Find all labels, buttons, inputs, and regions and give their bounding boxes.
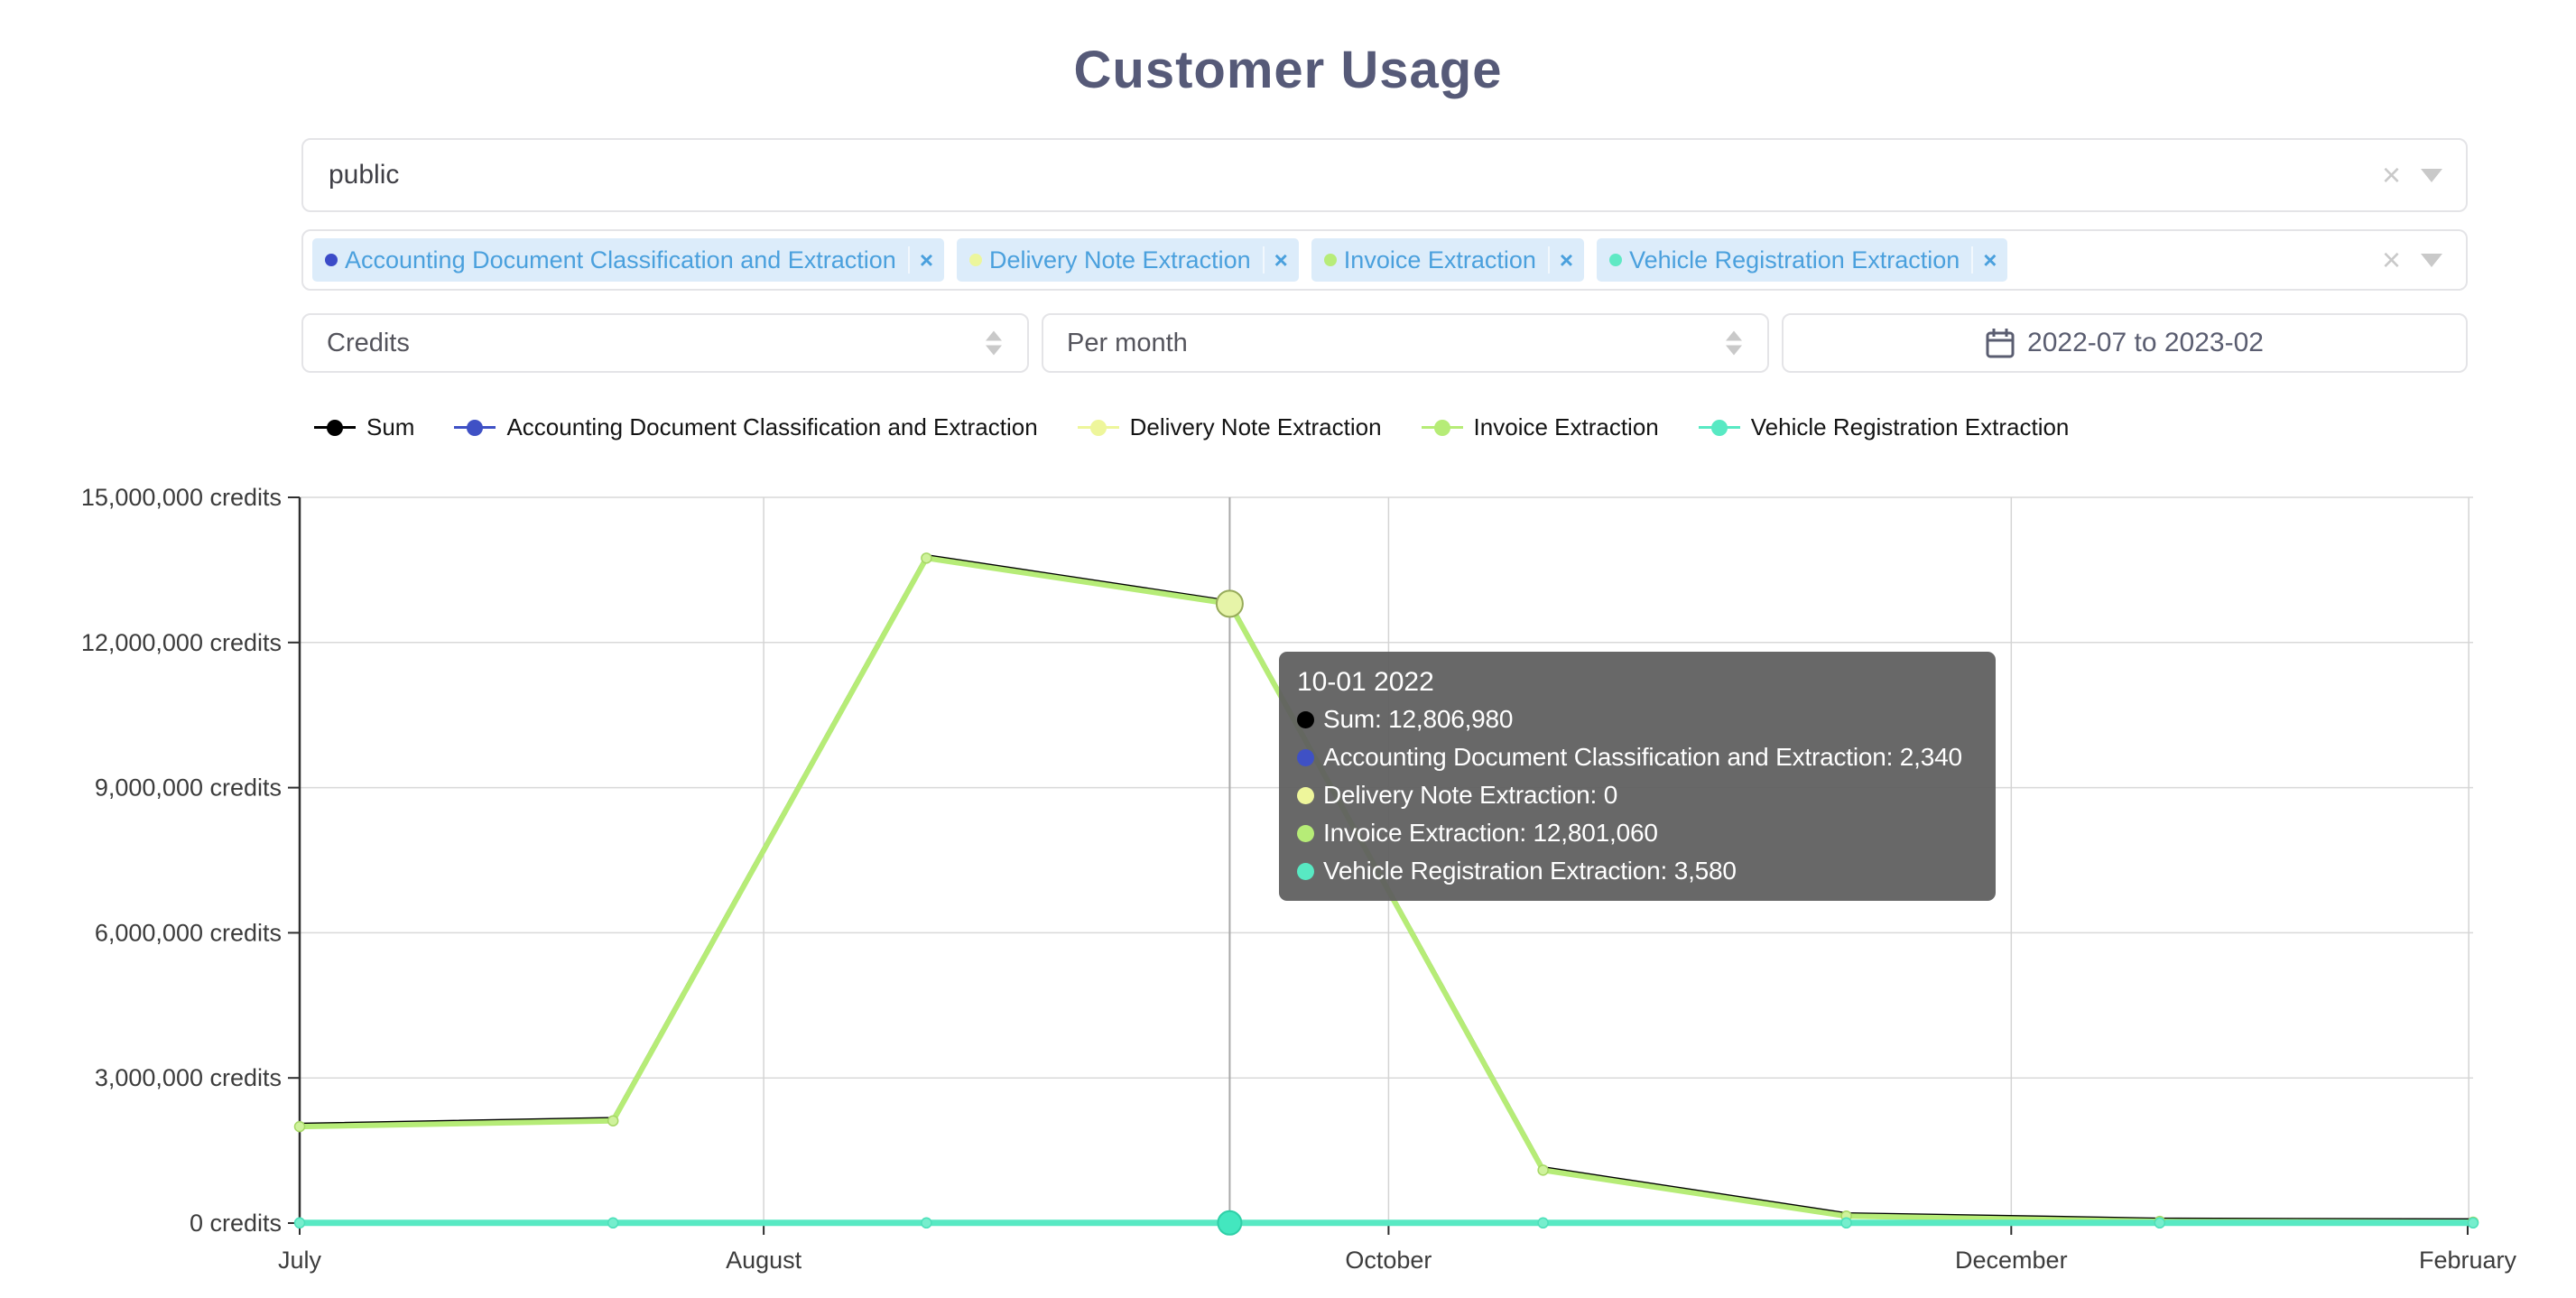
legend-label: Accounting Document Classification and E… — [506, 413, 1038, 440]
metric-select-value: Credits — [327, 328, 410, 357]
series-color-dot — [1297, 710, 1314, 728]
svg-text:July: July — [278, 1247, 322, 1274]
product-tag[interactable]: Accounting Document Classification and E… — [312, 238, 944, 282]
svg-text:6,000,000 credits: 6,000,000 credits — [95, 919, 282, 946]
remove-tag-icon[interactable]: × — [1274, 246, 1288, 274]
products-select-icons: × — [2382, 231, 2442, 289]
remove-tag-icon[interactable]: × — [1559, 246, 1574, 274]
svg-text:3,000,000 credits: 3,000,000 credits — [95, 1064, 282, 1091]
tooltip-row: Vehicle Registration Extraction: 3,580 — [1297, 852, 1974, 890]
legend-marker — [1077, 419, 1119, 436]
tag-separator — [1262, 246, 1265, 274]
product-tag-label: Accounting Document Classification and E… — [345, 246, 896, 274]
legend-label: Invoice Extraction — [1473, 413, 1659, 440]
tag-color-dot — [969, 254, 982, 266]
tag-color-dot — [1609, 254, 1623, 266]
select-arrows-icon — [986, 330, 1002, 356]
legend-marker — [1698, 419, 1740, 436]
legend-marker — [454, 419, 496, 436]
product-tag[interactable]: Vehicle Registration Extraction × — [1597, 238, 2008, 282]
legend-label: Vehicle Registration Extraction — [1750, 413, 2070, 440]
date-range-picker[interactable]: 2022-07 to 2023-02 — [1782, 313, 2468, 373]
series-color-dot — [1297, 786, 1314, 804]
metric-select[interactable]: Credits — [301, 313, 1029, 373]
tag-color-dot — [1323, 254, 1337, 266]
product-tag-label: Invoice Extraction — [1343, 246, 1536, 274]
svg-text:August: August — [726, 1247, 802, 1274]
tooltip-row-text: Delivery Note Extraction: 0 — [1323, 781, 1618, 809]
legend-item-invoice[interactable]: Invoice Extraction — [1421, 413, 1659, 441]
tag-separator — [1971, 246, 1974, 274]
product-tag[interactable]: Invoice Extraction × — [1311, 238, 1585, 282]
tag-color-dot — [325, 254, 338, 266]
series-color-dot — [1297, 824, 1314, 842]
page-title: Customer Usage — [1073, 41, 1503, 99]
legend-label: Delivery Note Extraction — [1129, 413, 1382, 440]
calendar-icon — [1986, 329, 2015, 358]
svg-text:12,000,000 credits: 12,000,000 credits — [81, 629, 282, 656]
svg-text:15,000,000 credits: 15,000,000 credits — [81, 484, 282, 511]
series-color-dot — [1297, 748, 1314, 766]
svg-text:October: October — [1345, 1247, 1432, 1274]
tooltip-row: Invoice Extraction: 12,801,060 — [1297, 814, 1974, 852]
legend-marker — [314, 419, 356, 436]
svg-text:9,000,000 credits: 9,000,000 credits — [95, 774, 282, 802]
products-multiselect[interactable]: Accounting Document Classification and E… — [301, 229, 2468, 291]
svg-text:December: December — [1955, 1247, 2068, 1274]
chevron-down-icon[interactable] — [2421, 168, 2442, 182]
product-tag[interactable]: Delivery Note Extraction × — [957, 238, 1299, 282]
tooltip-row-text: Invoice Extraction: 12,801,060 — [1323, 819, 1658, 847]
remove-tag-icon[interactable]: × — [919, 246, 933, 274]
customer-select[interactable]: public × — [301, 138, 2468, 212]
chevron-down-icon[interactable] — [2421, 253, 2442, 267]
legend-label: Sum — [366, 413, 415, 440]
product-tag-label: Vehicle Registration Extraction — [1629, 246, 1960, 274]
filter-controls-row: Credits Per month 2022-07 to 2023-02 — [301, 313, 2468, 373]
customer-select-value: public — [329, 160, 400, 190]
chart-tooltip: 10-01 2022 Sum: 12,806,980 Accounting Do… — [1279, 652, 1996, 901]
tag-separator — [907, 246, 910, 274]
svg-text:February: February — [2419, 1247, 2517, 1274]
legend-item-accounting[interactable]: Accounting Document Classification and E… — [454, 413, 1038, 441]
legend-item-sum[interactable]: Sum — [314, 413, 414, 441]
product-tag-label: Delivery Note Extraction — [989, 246, 1251, 274]
clear-icon[interactable]: × — [2381, 156, 2401, 193]
series-color-dot — [1297, 862, 1314, 880]
chart-legend: Sum Accounting Document Classification a… — [314, 413, 2069, 441]
customer-select-icons: × — [2382, 140, 2442, 210]
tooltip-row-text: Accounting Document Classification and E… — [1323, 743, 1962, 771]
legend-item-delivery-note[interactable]: Delivery Note Extraction — [1077, 413, 1382, 441]
remove-tag-icon[interactable]: × — [1983, 246, 1997, 274]
tooltip-date: 10-01 2022 — [1297, 667, 1434, 697]
legend-item-vehicle-registration[interactable]: Vehicle Registration Extraction — [1698, 413, 2070, 441]
tooltip-row: Sum: 12,806,980 — [1297, 700, 1974, 738]
svg-text:0 credits: 0 credits — [190, 1210, 282, 1237]
tag-separator — [1547, 246, 1550, 274]
interval-select-value: Per month — [1067, 328, 1188, 357]
select-arrows-icon — [1726, 330, 1742, 356]
date-range-value: 2022-07 to 2023-02 — [2027, 328, 2264, 357]
clear-icon[interactable]: × — [2381, 241, 2401, 278]
tooltip-row-text: Sum: 12,806,980 — [1323, 705, 1514, 733]
tooltip-row: Accounting Document Classification and E… — [1297, 738, 1974, 776]
tooltip-row-text: Vehicle Registration Extraction: 3,580 — [1323, 857, 1737, 885]
interval-select[interactable]: Per month — [1042, 313, 1769, 373]
tooltip-row: Delivery Note Extraction: 0 — [1297, 776, 1974, 814]
legend-marker — [1421, 419, 1463, 436]
